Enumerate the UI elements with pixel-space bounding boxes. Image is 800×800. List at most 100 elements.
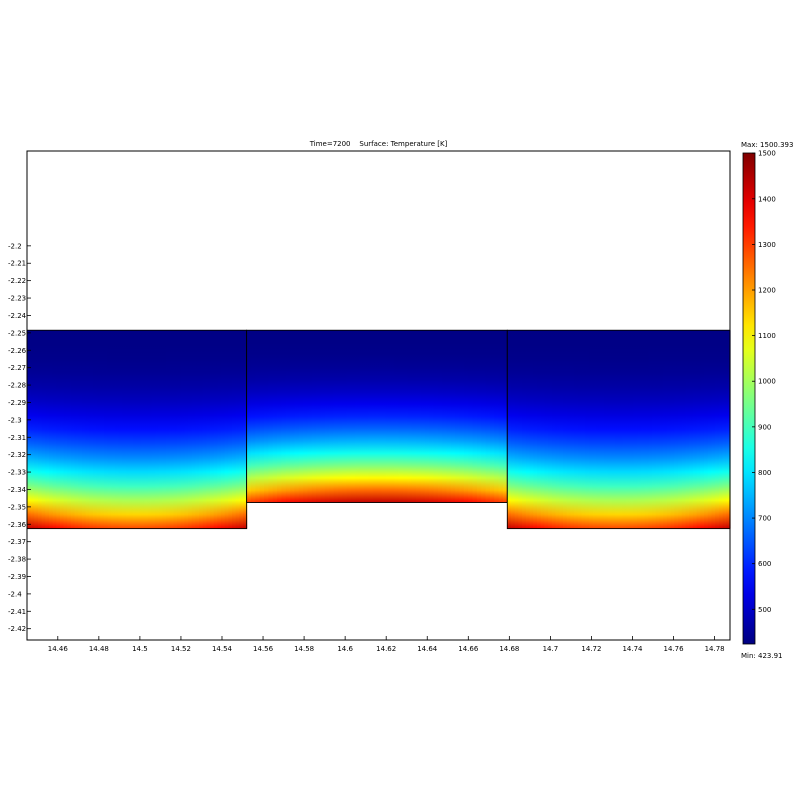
- field-strip: [337, 330, 343, 503]
- colorbar-tick-label: 1200: [758, 287, 776, 295]
- field-strip: [52, 330, 57, 529]
- left-block: [26, 329, 248, 530]
- field-strip: [333, 330, 339, 503]
- field-strip: [570, 330, 575, 529]
- field-strip: [540, 330, 546, 529]
- field-strip: [566, 330, 571, 529]
- field-strip: [429, 330, 435, 503]
- field-strip: [652, 330, 657, 529]
- field-strip: [389, 330, 395, 503]
- field-strip: [592, 330, 597, 529]
- field-strip: [162, 330, 167, 529]
- field-strip: [681, 330, 687, 529]
- x-tick-label: 14.48: [89, 645, 109, 653]
- field-strip: [626, 330, 631, 529]
- y-tick-label: -2.22: [8, 277, 26, 285]
- field-strip: [696, 330, 701, 529]
- colorbar-tick-label: 600: [758, 560, 771, 568]
- field-strip: [136, 330, 142, 529]
- field-strip: [522, 330, 527, 529]
- field-strip: [655, 330, 661, 529]
- field-strip: [294, 330, 300, 503]
- field-strip: [242, 330, 248, 529]
- field-strip: [111, 330, 116, 529]
- field-strip: [614, 330, 620, 529]
- y-tick-label: -2.32: [8, 451, 26, 459]
- field-strip: [618, 330, 623, 529]
- y-tick-label: -2.29: [8, 399, 26, 407]
- field-strip: [640, 330, 646, 529]
- field-strip: [122, 330, 127, 529]
- y-tick-label: -2.39: [8, 573, 26, 581]
- x-tick-label: 14.6: [337, 645, 353, 653]
- y-tick-label: -2.31: [8, 434, 26, 442]
- field-strip: [37, 330, 43, 529]
- field-strip: [450, 330, 456, 503]
- field-strip: [718, 330, 724, 529]
- field-strip: [346, 330, 352, 503]
- field-strip: [92, 330, 98, 529]
- field-strip: [536, 330, 542, 529]
- field-strip: [494, 330, 500, 503]
- field-strip: [100, 330, 105, 529]
- field-strip: [45, 330, 50, 529]
- y-tick-label: -2.21: [8, 260, 26, 268]
- field-strip: [255, 330, 261, 503]
- field-strip: [199, 330, 204, 529]
- y-tick-label: -2.42: [8, 625, 26, 633]
- field-strip: [264, 330, 269, 503]
- field-strip: [191, 330, 196, 529]
- field-strip: [498, 330, 504, 503]
- field-strip: [463, 330, 469, 503]
- field-strip: [363, 330, 369, 503]
- y-tick-label: -2.24: [8, 312, 27, 320]
- field-strip: [303, 330, 309, 503]
- field-strip: [210, 330, 215, 529]
- x-tick-label: 14.66: [458, 645, 479, 653]
- colorbar-max-label: Max: 1500.393: [741, 141, 794, 149]
- field-strip: [424, 330, 430, 503]
- colorbar-tick-label: 900: [758, 423, 771, 431]
- x-tick-label: 14.68: [499, 645, 519, 653]
- field-strip: [188, 330, 193, 529]
- field-strip: [555, 330, 560, 529]
- field-strip: [700, 330, 705, 529]
- x-tick-label: 14.56: [253, 645, 274, 653]
- field-strip: [48, 330, 54, 529]
- field-strip: [659, 330, 664, 529]
- y-tick-label: -2.37: [8, 538, 26, 546]
- field-strip: [476, 330, 482, 503]
- y-tick-label: -2.36: [8, 521, 27, 529]
- field-strip: [666, 330, 672, 529]
- field-strip: [290, 330, 296, 503]
- colorbar-tick-label: 1500: [758, 150, 776, 158]
- field-strip: [70, 330, 76, 529]
- colorbar: 500 600 700 800 900 1000 1100 1200 1300 1400 1500: [742, 150, 776, 645]
- field-strip: [442, 330, 448, 503]
- y-tick-label: -2.26: [8, 347, 27, 355]
- x-tick-label: 14.5: [132, 645, 148, 653]
- center-block: [246, 329, 508, 503]
- field-strip: [551, 330, 557, 529]
- field-strip: [559, 330, 564, 529]
- field-strip: [213, 330, 218, 529]
- y-tick-label: -2.28: [8, 382, 26, 390]
- field-strip: [368, 330, 374, 503]
- field-strip: [489, 330, 495, 503]
- colorbar-tick-label: 700: [758, 515, 771, 523]
- field-strip: [147, 330, 153, 529]
- field-strip: [685, 330, 690, 529]
- field-strip: [511, 330, 516, 529]
- field-strip: [577, 330, 583, 529]
- field-strip: [394, 330, 400, 503]
- field-strip: [298, 330, 304, 503]
- field-strip: [398, 330, 404, 503]
- field-strip: [129, 330, 134, 529]
- y-axis: -2.2 -2.21 -2.22 -2.23 -2.24 -2.25 -2.26 -2.27 -…: [8, 242, 31, 633]
- axes-frame: [26, 150, 731, 641]
- field-strip: [722, 330, 727, 529]
- field-strip: [704, 330, 709, 529]
- field-strip: [173, 330, 178, 529]
- field-strip: [41, 330, 46, 529]
